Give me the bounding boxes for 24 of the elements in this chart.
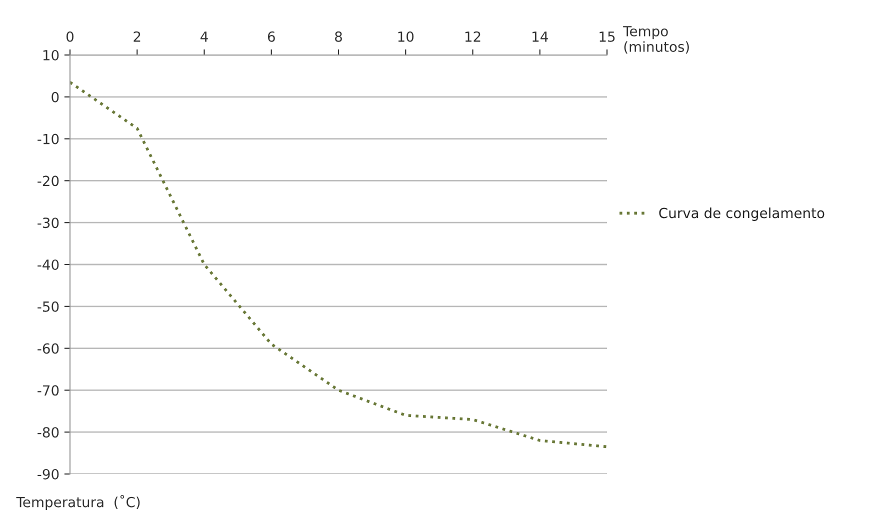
x-tick-label: 8 bbox=[335, 31, 342, 42]
y-tick-label: -80 bbox=[38, 427, 59, 438]
y-tick-label: 10 bbox=[43, 50, 59, 60]
x-tick-label: 6 bbox=[268, 31, 275, 42]
y-tick-label: -50 bbox=[38, 301, 59, 312]
y-tick-label: -30 bbox=[38, 218, 59, 228]
x-tick-label: 15 bbox=[600, 32, 615, 42]
y-tick-label: -70 bbox=[38, 385, 59, 396]
y-tick-label: -20 bbox=[38, 176, 59, 186]
y-axis-title: Temperatura (˚C) bbox=[16, 494, 140, 510]
x-tick-label: 4 bbox=[200, 32, 208, 42]
line-series bbox=[70, 80, 607, 448]
x-tick-label: 10 bbox=[398, 31, 414, 42]
x-tick-label: 2 bbox=[134, 31, 140, 42]
y-tick-label: -90 bbox=[38, 468, 59, 480]
x-tick-label: 14 bbox=[532, 32, 548, 42]
y-tick-label: -10 bbox=[38, 134, 59, 144]
y-tick-label: 0 bbox=[52, 92, 59, 102]
legend-label: Curva de congelamento bbox=[659, 208, 824, 221]
x-tick-label: 0 bbox=[66, 31, 74, 42]
y-tick-label: -60 bbox=[38, 343, 59, 354]
x-axis-title: Tempo (minutos) bbox=[623, 26, 689, 54]
y-tick-label: -40 bbox=[38, 259, 59, 270]
x-tick-label: 12 bbox=[465, 31, 480, 42]
